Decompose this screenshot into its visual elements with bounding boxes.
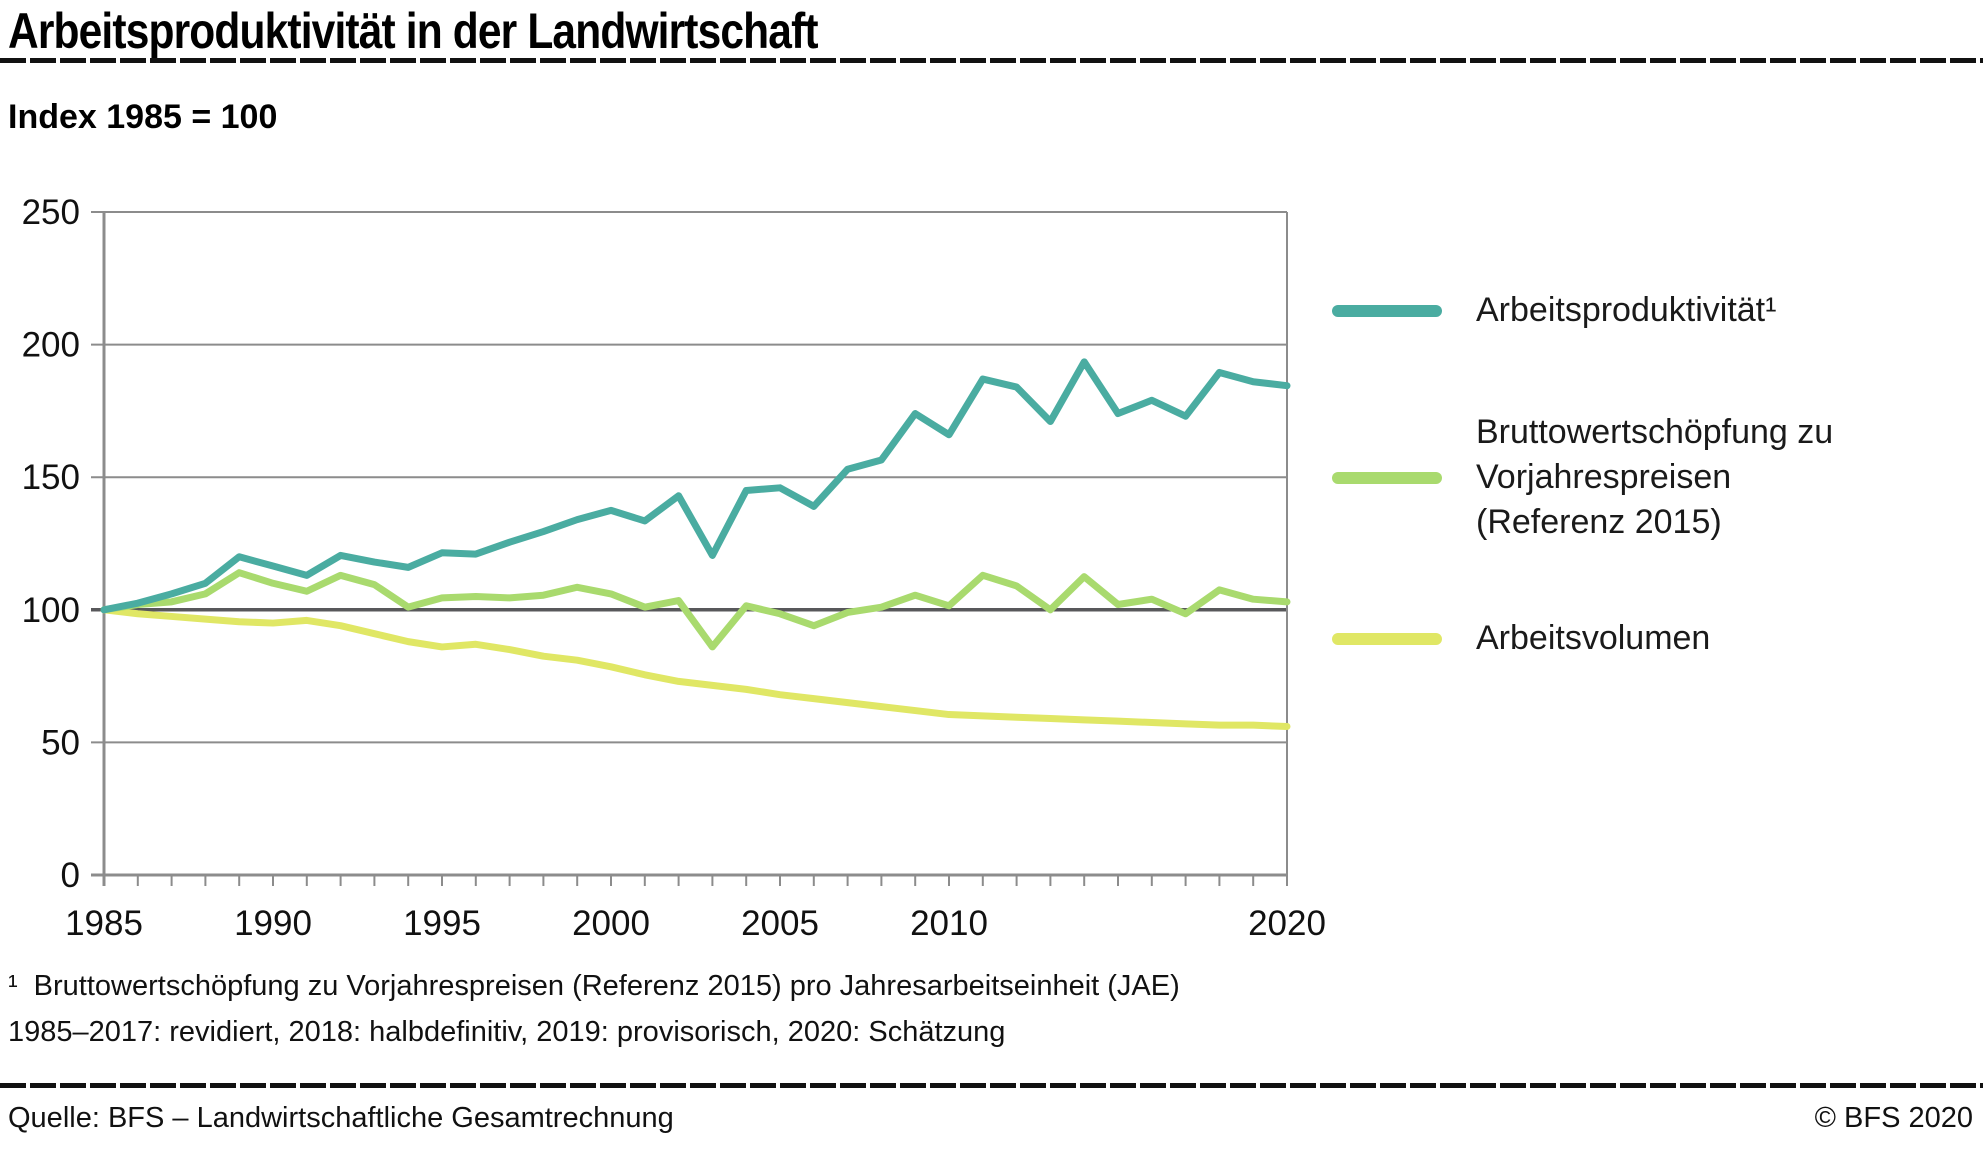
y-tick-label-0: 0 [61, 856, 80, 895]
series-line-arbeitsvolumen [100, 606, 1291, 730]
footnote-1-text: Bruttowertschöpfung zu Vorjahrespreisen … [33, 970, 1180, 1002]
y-tick-label-150: 150 [22, 458, 80, 497]
copyright-text: © BFS 2020 [1814, 1102, 1973, 1134]
legend-label: Arbeitsvolumen [1476, 619, 1711, 657]
y-tick-label-200: 200 [22, 326, 80, 365]
legend-label-line: (Referenz 2015) [1476, 503, 1722, 541]
footer-divider [0, 1083, 1983, 1088]
x-tick-label-2020: 2020 [1248, 904, 1326, 943]
footnote-marker: ¹ [8, 970, 18, 1002]
y-tick-label-100: 100 [22, 591, 80, 630]
x-tick-label-2000: 2000 [572, 904, 650, 943]
series-line-arbeitsproduktivit-t- [100, 358, 1291, 614]
legend-item-arbeitsvolumen: Arbeitsvolumen [1332, 616, 1972, 661]
footnote-1: ¹ Bruttowertschöpfung zu Vorjahrespreisen… [8, 970, 1180, 1003]
y-tick-label-250: 250 [22, 193, 80, 232]
x-tick-label-1985: 1985 [65, 904, 143, 943]
legend-label-line: Bruttowertschöpfung zu [1476, 413, 1834, 451]
x-tick-label-2010: 2010 [910, 904, 988, 943]
x-tick-label-1995: 1995 [403, 904, 481, 943]
legend-swatch-teal [1332, 304, 1442, 317]
source-text: Quelle: BFS – Landwirtschaftliche Gesamt… [8, 1102, 674, 1134]
series-line-bruttowertsch-pfung-zu-vorjahrespreisen-referenz- [100, 569, 1291, 651]
y-tick-label-50: 50 [41, 723, 80, 762]
title-divider [0, 58, 1983, 63]
legend-label: Bruttowertschöpfung zu Vorjahrespreisen … [1476, 410, 1833, 545]
x-tick-label-1990: 1990 [234, 904, 312, 943]
legend-item-arbeitsproduktivitaet: Arbeitsproduktivität¹ [1332, 288, 1972, 333]
legend-label: Arbeitsproduktivität¹ [1476, 291, 1777, 329]
footnote-2: 1985–2017: revidiert, 2018: halbdefiniti… [8, 1016, 1006, 1048]
chart-subtitle: Index 1985 = 100 [8, 98, 278, 136]
legend-swatch-green [1332, 471, 1442, 484]
legend-item-bruttowertschoepfung: Bruttowertschöpfung zu Vorjahrespreisen … [1332, 410, 1972, 545]
x-tick-label-2005: 2005 [741, 904, 819, 943]
legend-label-line: Vorjahrespreisen [1476, 458, 1732, 496]
page-title: Arbeitsproduktivität in der Landwirtscha… [8, 3, 819, 59]
legend-swatch-yellow [1332, 632, 1442, 645]
